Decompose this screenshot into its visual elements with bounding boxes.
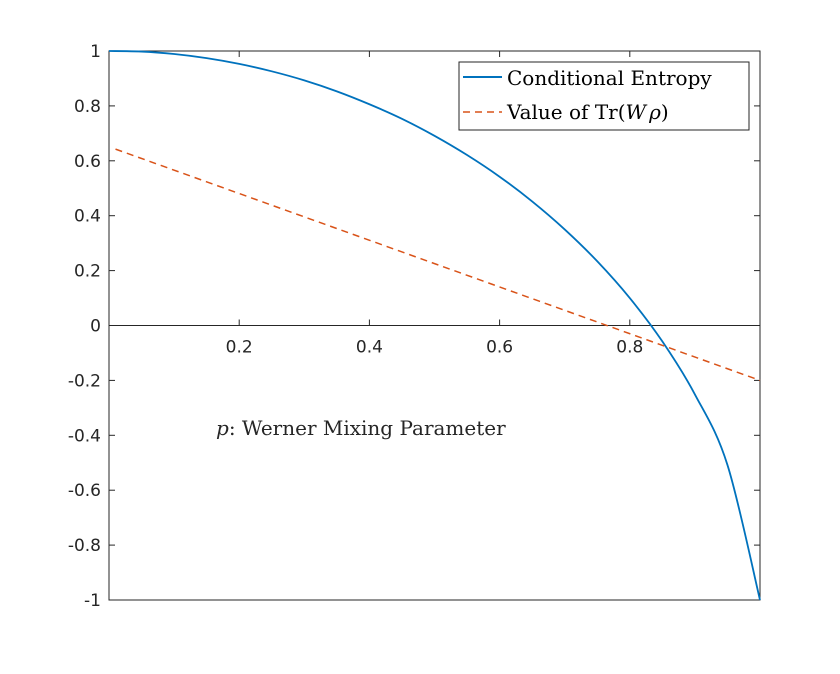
- y-tick-label: 0.8: [74, 97, 101, 117]
- y-axis-ticks: -1 -0.8 -0.6 -0.4 -0.2 0 0.2 0.4 0.6 0.8 1: [68, 42, 760, 611]
- x-tick-label: 0.6: [486, 338, 513, 358]
- y-tick-label: -0.6: [68, 481, 101, 501]
- y-tick-label: 0.4: [74, 207, 101, 227]
- x-tick-label: 0.2: [226, 338, 253, 358]
- y-tick-label: -0.2: [68, 371, 101, 391]
- legend: Conditional Entropy Value of Tr(W ρ): [458, 61, 750, 131]
- annotation-var: p: [216, 416, 229, 440]
- legend-label-conditional-entropy: Conditional Entropy: [507, 66, 712, 90]
- legend-label-tr-w-rho: Value of Tr(W ρ): [506, 100, 669, 124]
- plot-series: [108, 50, 761, 601]
- y-tick-label: 1: [90, 42, 101, 62]
- x-tick-label: 0.4: [356, 338, 383, 358]
- y-tick-label: -1: [84, 591, 101, 611]
- y-tick-label: 0.6: [74, 152, 101, 172]
- x-axis-ticks: 0.2 0.4 0.6 0.8: [226, 51, 643, 358]
- y-tick-label: -0.4: [68, 426, 101, 446]
- y-tick-label: -0.8: [68, 536, 101, 556]
- axes-box: [108, 50, 761, 601]
- series-line-conditional-entropy: [108, 50, 761, 601]
- annotation-text: : Werner Mixing Parameter: [229, 416, 506, 440]
- series-line-tr-w-rho: [115, 148, 761, 382]
- legend-box: [458, 61, 750, 131]
- x-tick-label: 0.8: [616, 338, 643, 358]
- y-tick-label: 0.2: [74, 262, 101, 282]
- y-tick-label: 0: [90, 317, 101, 337]
- annotation: p: Werner Mixing Parameter: [216, 416, 506, 440]
